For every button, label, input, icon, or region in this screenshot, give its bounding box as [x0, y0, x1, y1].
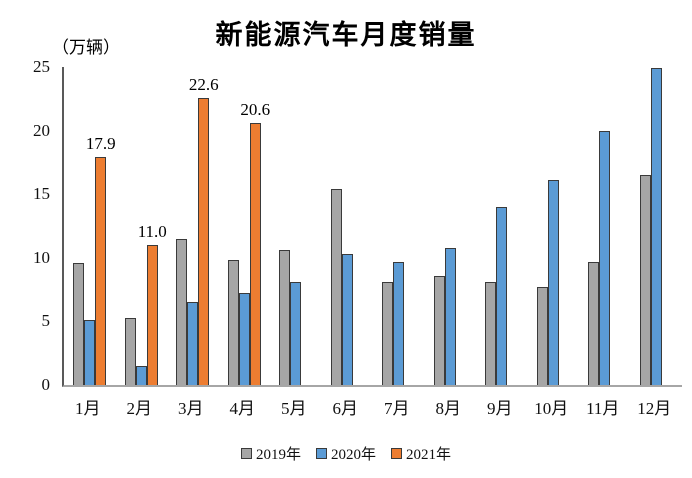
bar-2020年-2月 — [135, 366, 147, 385]
bar-2019年-8月 — [433, 276, 445, 385]
x-tick-10月: 10月 — [534, 399, 569, 418]
legend-swatch-2020年 — [315, 448, 327, 459]
x-tick-9月: 9月 — [487, 399, 513, 418]
x-tick-5月: 5月 — [281, 399, 307, 418]
bar-2020年-12月 — [650, 68, 662, 385]
bar-2020年-3月 — [187, 302, 199, 385]
data-label-2021年-2月: 11.0 — [120, 223, 185, 242]
data-label-2021年-1月: 17.9 — [68, 135, 133, 154]
bar-2020年-11月 — [599, 131, 611, 385]
bar-2019年-10月 — [536, 287, 548, 385]
bar-2021年-4月 — [249, 123, 261, 385]
data-label-2021年-3月: 22.6 — [171, 76, 236, 95]
plot-area: 17.9 11.0 22.6 20.6 — [62, 67, 682, 387]
bar-2020年-8月 — [444, 248, 456, 385]
y-tick-15: 15 — [33, 184, 50, 204]
x-tick-12月: 12月 — [637, 399, 672, 418]
bar-2020年-4月 — [238, 293, 250, 385]
data-label-2021年-4月: 20.6 — [223, 101, 288, 120]
bar-2020年-5月 — [290, 282, 302, 385]
y-tick-5: 5 — [41, 311, 51, 331]
bar-2020年-1月 — [84, 320, 96, 385]
y-tick-20: 20 — [33, 120, 50, 140]
x-tick-6月: 6月 — [332, 399, 359, 418]
bar-2019年-7月 — [382, 282, 394, 385]
legend-swatch-2021年 — [391, 448, 402, 459]
x-tick-3月: 3月 — [178, 399, 204, 418]
bar-2019年-2月 — [124, 318, 136, 385]
legend-item-2021年: 2021年 — [391, 443, 451, 464]
legend-item-2019年: 2019年 — [240, 443, 301, 464]
legend-label-2021年: 2021年 — [406, 447, 452, 463]
x-tick-7月: 7月 — [384, 399, 410, 418]
y-tick-0: 0 — [41, 375, 51, 394]
bar-2019年-9月 — [485, 282, 497, 385]
legend-swatch-2019年 — [240, 448, 252, 459]
y-tick-25: 25 — [33, 57, 50, 76]
bar-2021年-3月 — [198, 98, 210, 385]
x-tick-4月: 4月 — [229, 399, 256, 418]
x-tick-1月: 1月 — [75, 399, 101, 418]
bar-2019年-4月 — [227, 260, 239, 385]
bar-2020年-9月 — [496, 207, 508, 385]
bar-2019年-5月 — [279, 250, 291, 385]
bar-2020年-10月 — [547, 180, 559, 385]
legend-label-2020年: 2020年 — [330, 447, 376, 463]
bar-2019年-6月 — [330, 189, 342, 385]
x-tick-11月: 11月 — [586, 399, 620, 418]
legend-label-2019年: 2019年 — [255, 447, 301, 463]
legend-item-2020年: 2020年 — [315, 443, 376, 464]
x-tick-2月: 2月 — [126, 399, 153, 418]
bar-2021年-1月 — [95, 157, 107, 385]
bar-2019年-12月 — [639, 175, 651, 385]
legend: 2019年 2020年 2021年 — [0, 443, 692, 464]
bar-2020年-7月 — [393, 262, 405, 385]
bar-2019年-1月 — [73, 263, 85, 385]
chart-title: 新能源汽车月度销量 — [215, 20, 477, 50]
bar-2021年-2月 — [146, 245, 158, 385]
bar-2019年-3月 — [176, 239, 188, 385]
y-tick-10: 10 — [33, 247, 50, 267]
bar-2019年-11月 — [588, 262, 600, 385]
x-tick-8月: 8月 — [435, 399, 462, 418]
y-axis-unit-label: （万辆） — [52, 38, 120, 57]
bar-2020年-6月 — [341, 254, 353, 385]
